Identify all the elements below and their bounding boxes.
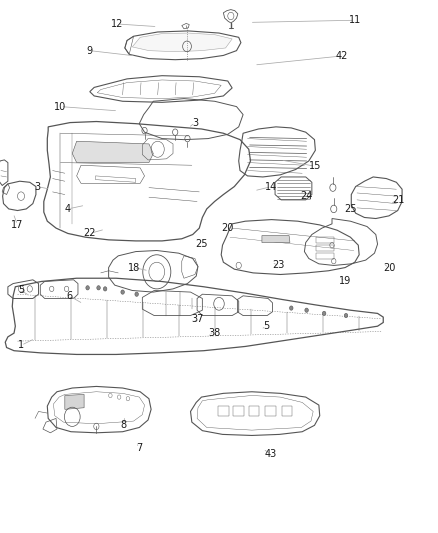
Text: 23: 23 <box>272 261 284 270</box>
Polygon shape <box>132 33 232 52</box>
Text: 1: 1 <box>18 341 24 350</box>
Text: 14: 14 <box>265 182 278 191</box>
Text: 3: 3 <box>34 182 40 191</box>
Circle shape <box>290 306 293 310</box>
Circle shape <box>121 290 124 294</box>
Text: 5: 5 <box>263 321 269 331</box>
Circle shape <box>97 286 100 290</box>
Text: 25: 25 <box>195 239 208 249</box>
Text: 8: 8 <box>120 421 127 430</box>
Text: 7: 7 <box>136 443 142 453</box>
Text: 18: 18 <box>127 263 140 272</box>
Text: 9: 9 <box>87 46 93 55</box>
Text: 24: 24 <box>300 191 313 201</box>
Text: 17: 17 <box>11 220 24 230</box>
Text: 42: 42 <box>336 51 348 61</box>
Text: 12: 12 <box>111 19 124 29</box>
Text: 10: 10 <box>54 102 67 111</box>
Circle shape <box>135 292 138 296</box>
Text: 11: 11 <box>349 15 361 25</box>
Text: 6: 6 <box>66 291 72 301</box>
Polygon shape <box>262 236 290 243</box>
Text: 21: 21 <box>392 195 405 205</box>
Circle shape <box>322 311 326 316</box>
Circle shape <box>103 287 107 291</box>
Circle shape <box>344 313 348 318</box>
Text: 15: 15 <box>309 161 321 171</box>
Text: 3: 3 <box>192 118 198 127</box>
Circle shape <box>86 286 89 290</box>
Text: 20: 20 <box>222 223 234 233</box>
Text: 5: 5 <box>18 286 24 295</box>
Text: 25: 25 <box>344 204 357 214</box>
Text: 38: 38 <box>208 328 221 338</box>
Polygon shape <box>65 394 84 409</box>
Text: 20: 20 <box>383 263 395 272</box>
Text: 19: 19 <box>339 277 351 286</box>
Text: 4: 4 <box>65 204 71 214</box>
Text: 22: 22 <box>84 229 96 238</box>
Polygon shape <box>72 141 153 163</box>
Text: 37: 37 <box>192 314 204 324</box>
Text: 43: 43 <box>265 449 277 459</box>
Circle shape <box>305 308 308 312</box>
